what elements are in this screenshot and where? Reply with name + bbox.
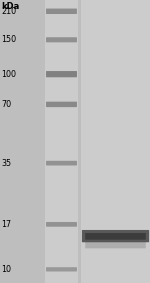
- Text: 70: 70: [2, 100, 12, 109]
- Bar: [81, 0, 150, 283]
- FancyBboxPatch shape: [46, 222, 77, 227]
- FancyBboxPatch shape: [46, 71, 77, 77]
- FancyBboxPatch shape: [46, 102, 77, 107]
- Text: 10: 10: [2, 265, 12, 274]
- FancyBboxPatch shape: [82, 230, 149, 242]
- Text: kDa: kDa: [2, 2, 20, 11]
- Text: 210: 210: [2, 7, 17, 16]
- Text: 150: 150: [2, 35, 17, 44]
- FancyBboxPatch shape: [85, 233, 146, 240]
- Bar: [45, 0, 78, 283]
- FancyBboxPatch shape: [85, 242, 146, 248]
- FancyBboxPatch shape: [46, 267, 77, 271]
- FancyBboxPatch shape: [46, 37, 77, 42]
- FancyBboxPatch shape: [46, 8, 77, 14]
- Text: 17: 17: [2, 220, 12, 229]
- Text: 35: 35: [2, 159, 12, 168]
- FancyBboxPatch shape: [46, 161, 77, 166]
- Text: 100: 100: [2, 70, 16, 79]
